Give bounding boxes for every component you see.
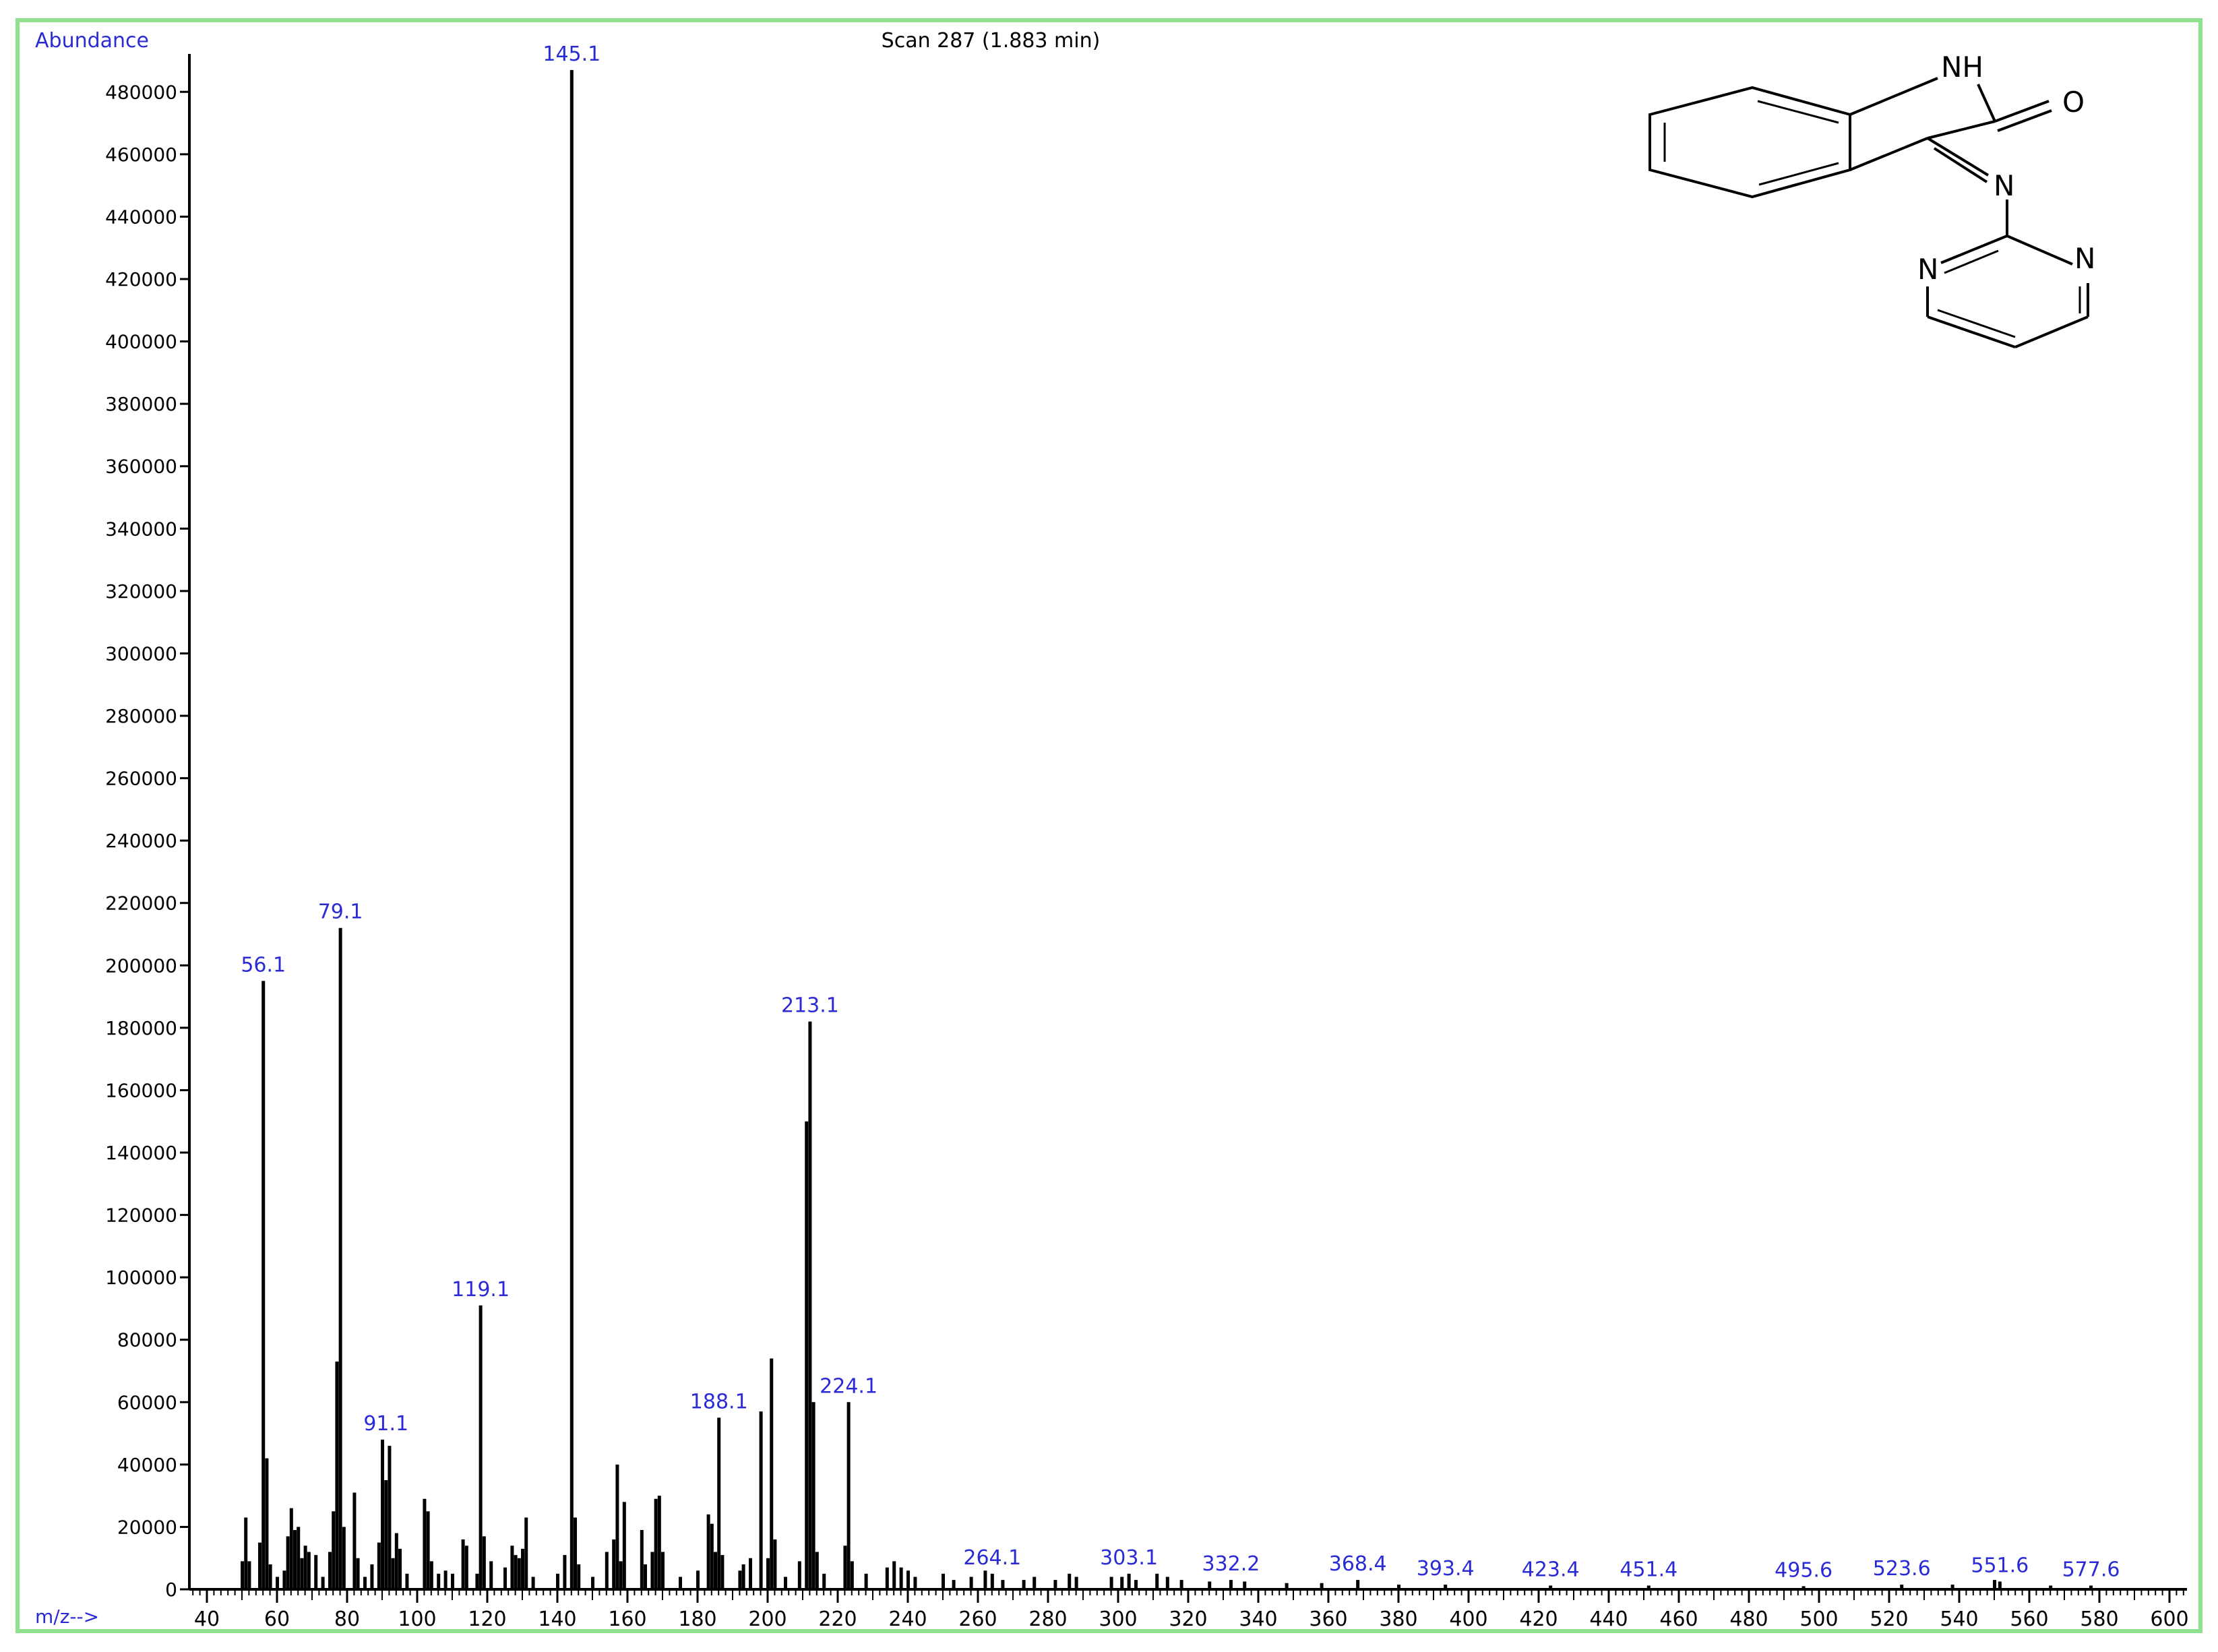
x-tick-label: 600 [2150,1608,2188,1631]
x-tick-label: 60 [264,1608,290,1631]
peak-label: 91.1 [363,1412,408,1436]
chart-title: Scan 287 (1.883 min) [882,29,1101,53]
x-tick-label: 180 [678,1608,716,1631]
y-tick-label: 180000 [105,1017,177,1039]
peak-label: 264.1 [963,1546,1021,1570]
y-tick-label: 480000 [105,81,177,103]
x-tick-label: 400 [1449,1608,1487,1631]
peak-label: 551.6 [1971,1554,2029,1577]
atom-label-o: O [2062,86,2085,119]
x-tick-label: 340 [1239,1608,1277,1631]
x-tick-label: 460 [1659,1608,1698,1631]
y-tick-label: 420000 [105,268,177,290]
y-tick-label: 200000 [105,954,177,977]
x-tick-label: 200 [748,1608,787,1631]
peak-label: 79.1 [318,900,363,924]
x-tick-label: 300 [1099,1608,1137,1631]
peak-annotations: 56.1 79.1 91.1 119.1 145.1 188.1 213.1 224.1 264… [241,42,2120,1582]
peak-label: 577.6 [2062,1558,2120,1581]
peak-label: 495.6 [1775,1558,1832,1582]
x-tick-label: 40 [194,1608,220,1631]
x-tick-label: 220 [818,1608,857,1631]
x-tick-label: 140 [538,1608,576,1631]
x-tick-label: 560 [2010,1608,2048,1631]
lactam-ring [1849,77,2052,171]
x-tick-label: 380 [1379,1608,1417,1631]
pyrimidine-ring [1926,235,2089,348]
x-tick-label: 280 [1028,1608,1067,1631]
x-tick-label: 540 [1940,1608,1978,1631]
structure-atom-labels: NH O N N N [1917,51,2095,286]
peak-label: 145.1 [543,42,600,66]
y-tick-label: 0 [165,1579,177,1601]
y-tick-label: 60000 [117,1391,177,1413]
y-tick-label: 380000 [105,393,177,415]
y-axis: 0 20000 40000 60000 80000 100000 120000 140000 1… [105,54,191,1601]
peak-label: 224.1 [820,1374,877,1398]
peak-label: 523.6 [1873,1557,1931,1581]
y-tick-label: 460000 [105,144,177,166]
x-tick-label: 120 [468,1608,506,1631]
peak-label: 119.1 [452,1278,510,1302]
y-tick-label: 220000 [105,892,177,915]
imine-linker [1926,137,2008,236]
atom-label-nh: NH [1941,51,1983,84]
y-tick-label: 240000 [105,830,177,852]
y-tick-label: 120000 [105,1204,177,1227]
x-axis-label: m/z--> [35,1605,99,1628]
x-tick-label: 320 [1169,1608,1207,1631]
x-tick-label: 500 [1799,1608,1838,1631]
y-tick-label: 400000 [105,331,177,353]
x-tick-label: 480 [1729,1608,1768,1631]
x-tick-label: 420 [1519,1608,1558,1631]
y-tick-label: 340000 [105,518,177,540]
x-tick-label: 520 [1870,1608,1908,1631]
peak-label: 368.4 [1329,1552,1387,1576]
y-tick-label: 160000 [105,1079,177,1101]
chemical-structure [1649,77,2089,348]
y-axis-label: Abundance [35,29,149,53]
x-tick-label: 260 [958,1608,997,1631]
peak-label: 188.1 [690,1390,748,1413]
peak-label: 213.1 [781,994,839,1018]
peak-label: 56.1 [241,953,286,977]
x-tick-label: 160 [608,1608,646,1631]
peak-label: 423.4 [1522,1558,1580,1581]
y-tick-label: 140000 [105,1142,177,1164]
peak-label: 332.2 [1202,1552,1260,1576]
y-tick-label: 100000 [105,1266,177,1289]
y-tick-label: 260000 [105,768,177,790]
y-tick-label: 80000 [117,1329,177,1351]
y-tick-label: 20000 [117,1516,177,1538]
y-tick-label: 300000 [105,642,177,665]
x-tick-label: 580 [2080,1608,2118,1631]
x-tick-label: 240 [888,1608,927,1631]
atom-label-pyrimidine-n-right: N [2074,242,2095,275]
peak-bars [241,69,2093,1589]
peak-label: 451.4 [1620,1558,1677,1581]
atom-label-imine-n: N [1994,169,2014,202]
figure-border [16,18,2202,1633]
y-tick-label: 280000 [105,705,177,727]
y-tick-label: 40000 [117,1454,177,1476]
x-axis: 40 60 80 100 120 140 160 180 200 220 240 260 280 300 3… [189,1588,2189,1631]
y-tick-label: 360000 [105,456,177,478]
y-tick-label: 440000 [105,206,177,228]
peak-label: 303.1 [1100,1546,1158,1570]
atom-label-pyrimidine-n-left: N [1917,253,1938,286]
x-tick-label: 440 [1589,1608,1628,1631]
x-tick-label: 100 [398,1608,436,1631]
x-tick-label: 80 [334,1608,360,1631]
y-tick-label: 320000 [105,580,177,603]
x-tick-label: 360 [1309,1608,1347,1631]
peak-label: 393.4 [1417,1557,1475,1581]
